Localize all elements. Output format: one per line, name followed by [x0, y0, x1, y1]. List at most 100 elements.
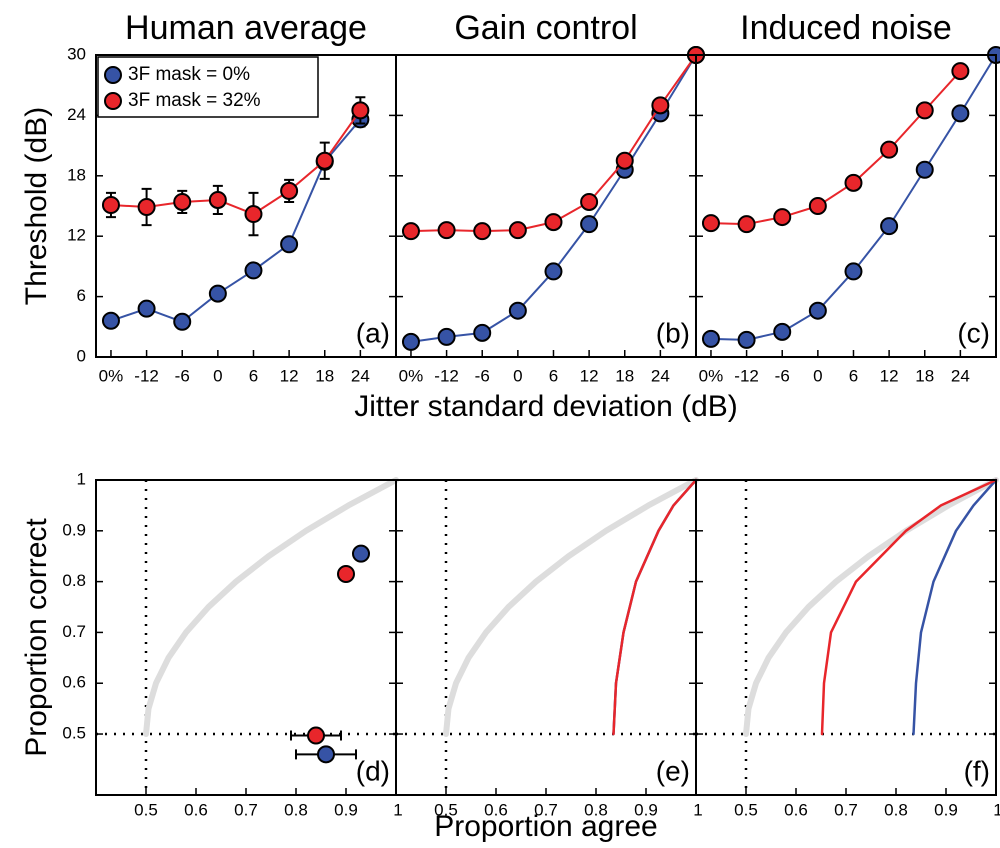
- marker: [307, 726, 325, 745]
- series-line: [409, 54, 697, 233]
- marker: [915, 101, 934, 120]
- reference-curve: [143, 477, 399, 738]
- marker: [615, 151, 634, 170]
- x-tick-label: 0.5: [434, 800, 458, 819]
- panel: Induced noise 0% -12 -6 0 6 12 18 24 (c): [695, 9, 1000, 385]
- x-tick-label: 0.6: [784, 800, 808, 819]
- x-tick-label: 0.9: [334, 800, 358, 819]
- legend-label: 3F mask = 0%: [128, 64, 250, 85]
- marker: [580, 215, 599, 234]
- marker: [173, 192, 192, 211]
- marker: [401, 222, 420, 241]
- x-tick-label: 0%: [399, 366, 424, 385]
- x-tick-label: 0.5: [734, 800, 758, 819]
- y-tick-label: 24: [67, 105, 86, 124]
- legend-marker: [104, 66, 122, 84]
- marker: [844, 173, 863, 192]
- marker: [951, 62, 970, 81]
- legend-box: [97, 56, 319, 118]
- marker: [773, 322, 792, 341]
- plot-area: [143, 477, 399, 764]
- x-tick-label: 1: [393, 800, 402, 819]
- marker: [880, 217, 899, 236]
- marker: [101, 195, 120, 214]
- series-line: [820, 478, 998, 736]
- x-tick-label: 0.5: [134, 800, 158, 819]
- x-tick-label: 0.8: [584, 800, 608, 819]
- series-line: [709, 70, 962, 226]
- x-tick-label: 12: [880, 366, 899, 385]
- x-tick-label: 0%: [699, 366, 724, 385]
- x-tick-label: -6: [475, 366, 490, 385]
- marker: [773, 208, 792, 227]
- marker: [352, 544, 370, 563]
- x-tick-label: -12: [434, 366, 459, 385]
- x-tick-label: 0.7: [534, 800, 558, 819]
- plot-area: [401, 46, 705, 351]
- marker: [337, 564, 355, 583]
- plot-area: [743, 477, 999, 738]
- x-tick-label: 18: [615, 366, 634, 385]
- reference-curve: [443, 477, 699, 738]
- y-tick-label: 6: [77, 286, 86, 305]
- legend-marker: [104, 92, 122, 110]
- x-tick-label: 0.9: [634, 800, 658, 819]
- marker: [137, 198, 156, 217]
- marker: [737, 215, 756, 234]
- panel-label: (b): [656, 317, 690, 348]
- series-line: [612, 478, 698, 736]
- plot-area: [443, 477, 699, 738]
- marker: [544, 213, 563, 232]
- y-tick-label: 0.5: [62, 724, 86, 743]
- panel: Gain control Jitter standard deviation (d…: [354, 9, 738, 423]
- marker: [137, 299, 156, 318]
- series-line: [109, 118, 362, 323]
- marker: [244, 261, 263, 280]
- x-tick-label: -6: [175, 366, 190, 385]
- marker: [737, 330, 756, 349]
- y-tick-label: 0.6: [62, 673, 86, 692]
- series-line: [409, 54, 697, 343]
- marker: [351, 101, 370, 120]
- marker: [437, 327, 456, 346]
- x-tick-label: -6: [775, 366, 790, 385]
- x-tick-label: 24: [351, 366, 370, 385]
- marker: [101, 311, 120, 330]
- marker: [208, 284, 227, 303]
- marker: [315, 151, 334, 170]
- marker: [437, 221, 456, 240]
- x-tick-label: 0.8: [884, 800, 908, 819]
- marker: [401, 332, 420, 351]
- panel-frame: [695, 479, 997, 796]
- marker: [208, 190, 227, 209]
- marker: [473, 222, 492, 241]
- x-tick-label: 6: [549, 366, 558, 385]
- x-tick-label: 0: [813, 366, 822, 385]
- marker: [951, 104, 970, 123]
- legend-label: 3F mask = 32%: [128, 90, 261, 111]
- y-axis-label: Proportion correct: [20, 518, 53, 757]
- x-tick-label: 0: [213, 366, 222, 385]
- y-axis-label: Threshold (dB): [20, 107, 53, 305]
- panel-label: (e): [656, 755, 690, 786]
- panel: Proportion correct 0.5 0.6 0.7 0.8 0.9 1 0.5 0.6…: [20, 469, 403, 819]
- marker: [844, 262, 863, 281]
- marker: [280, 235, 299, 254]
- panel-label: (a): [356, 317, 390, 348]
- marker: [701, 329, 720, 348]
- panel-frame: [695, 54, 997, 358]
- x-tick-label: 12: [580, 366, 599, 385]
- x-axis-label: Proportion agree: [434, 810, 657, 843]
- plot-area: [101, 96, 370, 331]
- panel-frame: [395, 54, 697, 358]
- panel-title: Human average: [125, 9, 367, 47]
- x-tick-label: -12: [134, 366, 159, 385]
- x-tick-label: 18: [315, 366, 334, 385]
- x-tick-label: 0%: [99, 366, 124, 385]
- y-tick-label: 12: [67, 226, 86, 245]
- panel-label: (c): [957, 317, 990, 348]
- plot-area: [701, 46, 1000, 349]
